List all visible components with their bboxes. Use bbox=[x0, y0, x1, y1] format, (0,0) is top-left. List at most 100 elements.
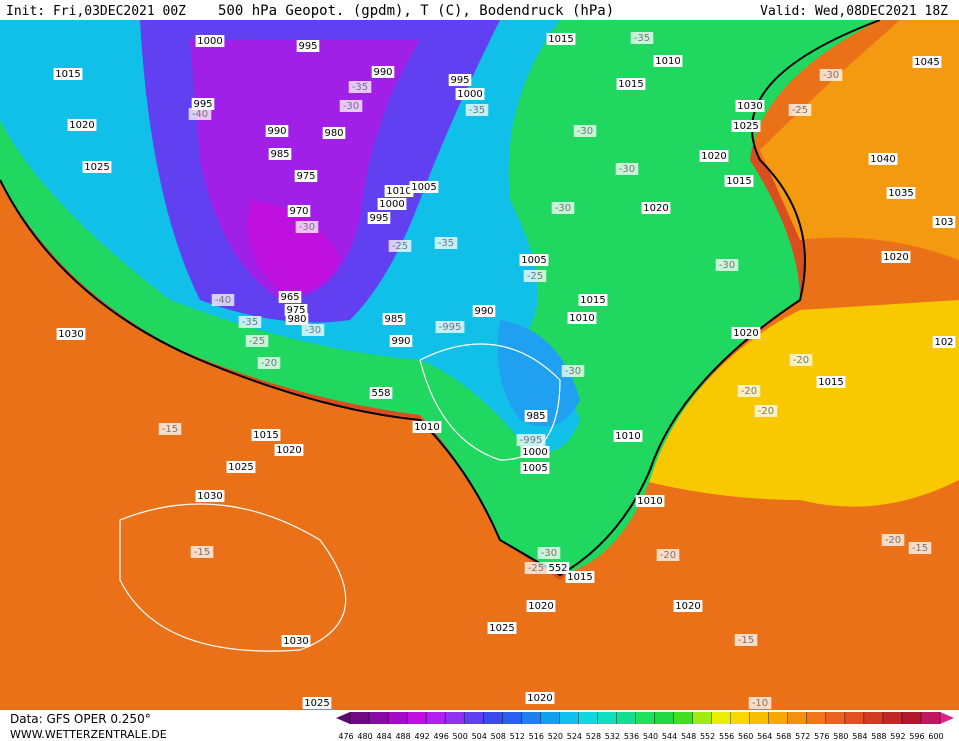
label-box bbox=[561, 365, 585, 377]
temperature-label: -20 bbox=[758, 406, 774, 417]
temperature-label: -25 bbox=[249, 336, 265, 347]
label-box bbox=[546, 33, 576, 45]
colorbar-segment bbox=[559, 712, 579, 724]
label-box bbox=[268, 148, 292, 160]
label-box bbox=[653, 55, 683, 67]
pressure-label: 1015 bbox=[726, 176, 751, 187]
label-box bbox=[699, 150, 729, 162]
colorbar-segment bbox=[388, 712, 408, 724]
pressure-label: 1030 bbox=[283, 636, 308, 647]
label-box bbox=[455, 88, 485, 100]
temperature-label: -30 bbox=[823, 70, 839, 81]
label-box bbox=[245, 335, 269, 347]
temperature-label: -20 bbox=[261, 358, 277, 369]
temperature-label: -25 bbox=[392, 241, 408, 252]
label-box bbox=[724, 175, 754, 187]
label-box bbox=[635, 495, 665, 507]
pressure-label: 1015 bbox=[548, 34, 573, 45]
colorbar-label: 588 bbox=[871, 732, 886, 741]
label-box bbox=[412, 421, 442, 433]
pressure-label: 1020 bbox=[527, 693, 552, 704]
temperature-label: -25 bbox=[528, 563, 544, 574]
label-box bbox=[524, 410, 548, 422]
colorbar-segment bbox=[768, 712, 789, 724]
pressure-label: 1030 bbox=[58, 329, 83, 340]
map-title: 500 hPa Geopot. (gpdm), T (C), Bodendruc… bbox=[218, 3, 614, 19]
label-box bbox=[265, 125, 289, 137]
label-box bbox=[526, 600, 556, 612]
label-box bbox=[819, 69, 843, 81]
colorbar-label: 536 bbox=[624, 732, 639, 741]
label-box bbox=[932, 336, 956, 348]
temperature-label: -20 bbox=[885, 535, 901, 546]
label-box bbox=[285, 313, 309, 325]
label-box bbox=[524, 562, 548, 574]
colorbar-label: 504 bbox=[472, 732, 487, 741]
pressure-label: 975 bbox=[296, 171, 315, 182]
label-box bbox=[731, 327, 761, 339]
pressure-label: 1010 bbox=[615, 431, 640, 442]
label-box bbox=[251, 429, 281, 441]
label-box bbox=[384, 185, 414, 197]
label-box bbox=[735, 100, 765, 112]
temperature-label: -25 bbox=[527, 271, 543, 282]
label-box bbox=[56, 328, 86, 340]
colorbar-label: 552 bbox=[700, 732, 715, 741]
pressure-label: 995 bbox=[193, 99, 212, 110]
colorbar-segment bbox=[787, 712, 808, 724]
colorbar-segment bbox=[863, 712, 884, 724]
pressure-label: 1015 bbox=[253, 430, 278, 441]
label-box bbox=[448, 74, 472, 86]
label-box bbox=[731, 120, 761, 132]
pressure-label: 1000 bbox=[457, 89, 482, 100]
pressure-label: 1020 bbox=[733, 328, 758, 339]
pressure-label: 1020 bbox=[528, 601, 553, 612]
colorbar-segment bbox=[464, 712, 484, 724]
pressure-label: 995 bbox=[298, 41, 317, 52]
colorbar-label: 564 bbox=[757, 732, 772, 741]
temperature-label: -15 bbox=[738, 635, 754, 646]
label-box bbox=[788, 104, 812, 116]
label-box bbox=[573, 125, 597, 137]
colorbar-segment bbox=[882, 712, 903, 724]
colorbar-segment bbox=[844, 712, 865, 724]
label-box bbox=[881, 251, 911, 263]
temperature-label: -20 bbox=[660, 550, 676, 561]
label-box bbox=[278, 291, 302, 303]
label-box bbox=[881, 534, 905, 546]
label-box bbox=[465, 104, 489, 116]
label-box bbox=[302, 697, 332, 709]
pressure-label: 1020 bbox=[675, 601, 700, 612]
pressure-label: 1025 bbox=[84, 162, 109, 173]
pressure-label: 1020 bbox=[883, 252, 908, 263]
label-box bbox=[296, 40, 320, 52]
label-box bbox=[67, 119, 97, 131]
pressure-label: 1000 bbox=[197, 36, 222, 47]
label-box bbox=[932, 216, 956, 228]
pressure-label: 990 bbox=[267, 126, 286, 137]
label-box bbox=[377, 198, 407, 210]
label-box bbox=[520, 446, 550, 458]
init-time: Init: Fri,03DEC2021 00Z bbox=[6, 4, 186, 19]
colorbar-segment bbox=[426, 712, 446, 724]
pressure-label: 995 bbox=[369, 213, 388, 224]
temperature-label: -20 bbox=[741, 386, 757, 397]
colorbar-label: 540 bbox=[643, 732, 658, 741]
pressure-label: 980 bbox=[287, 314, 306, 325]
colorbar-label: 484 bbox=[376, 732, 391, 741]
label-box bbox=[565, 571, 595, 583]
label-box bbox=[367, 212, 391, 224]
pressure-label: 1015 bbox=[55, 69, 80, 80]
label-box bbox=[188, 108, 212, 120]
site-credit: WWW.WETTERZENTRALE.DE bbox=[10, 728, 167, 741]
pressure-label: 558 bbox=[371, 388, 390, 399]
label-box bbox=[551, 202, 575, 214]
label-box bbox=[615, 163, 639, 175]
pressure-label: 1010 bbox=[569, 313, 594, 324]
pressure-label: 1025 bbox=[733, 121, 758, 132]
label-box bbox=[53, 68, 83, 80]
pressure-label: 1025 bbox=[304, 698, 329, 709]
colorbar-segment bbox=[711, 712, 732, 724]
colorbar-label: 500 bbox=[453, 732, 468, 741]
colorbar-segment bbox=[901, 712, 922, 724]
